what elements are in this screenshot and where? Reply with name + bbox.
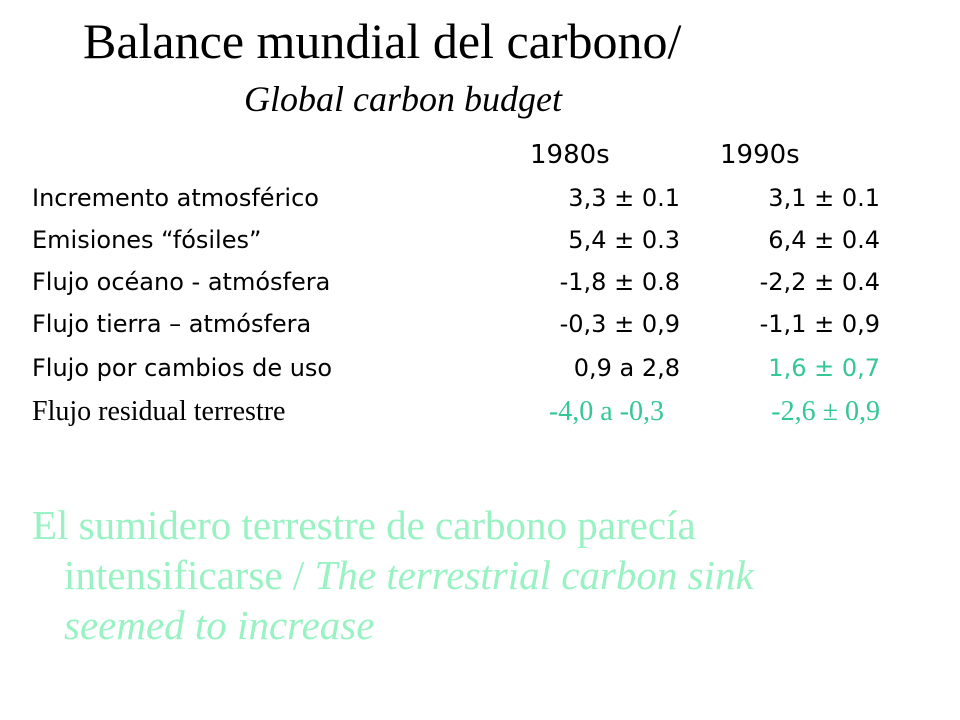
row-label: Incremento atmosférico [32,184,319,212]
value-1990s: -1,1 ± 0,9 [759,310,880,338]
conclusion-text: El sumidero terrestre de carbono parecía… [32,500,912,650]
value-1990s: 1,6 ± 0,7 [768,354,880,382]
column-header-1980s: 1980s [530,140,610,170]
conclusion-line: seemed to increase [64,602,375,648]
value-1990s: 3,1 ± 0.1 [768,184,880,212]
value-1980s: 5,4 ± 0.3 [568,226,680,254]
table-row: Flujo tierra – atmósfera -0,3 ± 0,9 -1,1… [32,306,932,346]
conclusion-line: intensificarse / The terrestrial carbon … [32,550,912,600]
conclusion-english-text: The terrestrial carbon sink [314,552,754,598]
row-label: Flujo océano - atmósfera [32,268,331,296]
value-1980s: -0,3 ± 0,9 [559,310,680,338]
value-1990s: -2,6 ± 0,9 [771,396,880,427]
table-row: Flujo residual terrestre -4,0 a -0,3 -2,… [32,394,932,434]
table-row: Emisiones “fósiles” 5,4 ± 0.3 6,4 ± 0.4 [32,222,932,262]
table-row: Incremento atmosférico 3,3 ± 0.1 3,1 ± 0… [32,180,932,220]
value-1980s: 3,3 ± 0.1 [568,184,680,212]
value-1990s: -2,2 ± 0.4 [759,268,880,296]
row-label: Flujo tierra – atmósfera [32,310,312,338]
conclusion-line: El sumidero terrestre de carbono parecía [32,502,696,548]
value-1980s: 0,9 a 2,8 [573,354,680,382]
value-1980s: -1,8 ± 0.8 [559,268,680,296]
value-1980s: -4,0 a -0,3 [548,396,664,427]
column-header-1990s: 1990s [720,140,800,170]
value-1990s: 6,4 ± 0.4 [768,226,880,254]
row-label: Flujo residual terrestre [32,396,286,427]
slide-subtitle: Global carbon budget [244,79,562,119]
conclusion-plain-text: intensificarse / [64,552,315,598]
row-label: Emisiones “fósiles” [32,226,262,254]
slide-title: Balance mundial del carbono/ [83,13,682,69]
row-label: Flujo por cambios de uso [32,354,333,382]
table-row: Flujo océano - atmósfera -1,8 ± 0.8 -2,2… [32,264,932,304]
table-row: Flujo por cambios de uso 0,9 a 2,8 1,6 ±… [32,350,932,390]
